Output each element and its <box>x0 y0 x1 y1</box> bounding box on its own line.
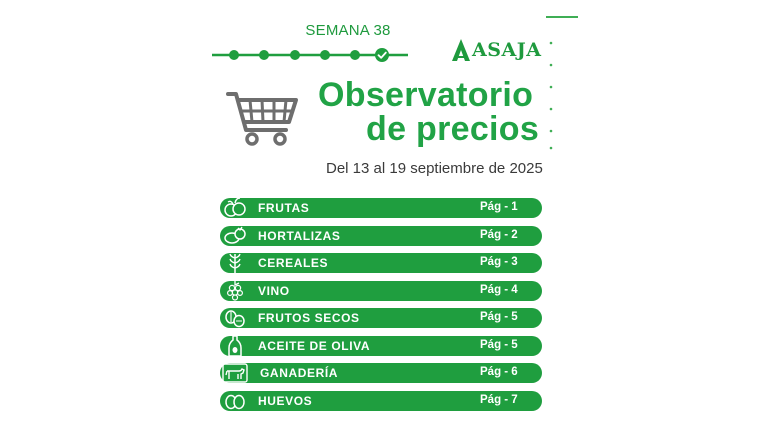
section-page: Pág - 6 <box>480 366 518 378</box>
section-page: Pág - 3 <box>480 256 518 268</box>
section-page: Pág - 4 <box>480 283 518 296</box>
section-label: HUEVOS <box>258 393 313 408</box>
section-label: VINO <box>258 283 290 298</box>
fruits-icon <box>224 197 246 217</box>
section-page: Pág - 5 <box>480 338 518 351</box>
section-ganaderia[interactable]: GANADERÍA Pág - 6 <box>220 363 542 383</box>
section-label: FRUTAS <box>258 201 310 215</box>
wheat-icon <box>229 253 241 274</box>
title-line-2: de precios <box>366 110 540 148</box>
decorative-dots <box>549 41 553 150</box>
section-page: Pág - 5 <box>480 311 518 323</box>
section-frutos-secos[interactable]: FRUTOS SECOS Pág - 5 <box>220 308 542 328</box>
section-label: GANADERÍA <box>260 366 339 380</box>
top-divider <box>546 16 578 18</box>
section-huevos[interactable]: HUEVOS Pág - 7 <box>220 390 542 411</box>
cow-icon <box>222 363 248 383</box>
section-frutas[interactable]: FRUTAS Pág - 1 <box>220 197 542 218</box>
week-label: SEMANA 38 <box>305 22 391 39</box>
olive-oil-icon <box>228 334 242 357</box>
section-aceite-de-oliva[interactable]: ACEITE DE OLIVA Pág - 5 <box>220 334 542 357</box>
section-hortalizas[interactable]: HORTALIZAS Pág - 2 <box>220 225 542 246</box>
section-vino[interactable]: VINO Pág - 4 <box>220 280 542 301</box>
asaja-logo-mark <box>452 39 470 61</box>
week-progress <box>212 48 408 62</box>
date-range: Del 13 al 19 septiembre de 2025 <box>326 160 543 177</box>
logo-text: ASAJA <box>472 39 542 61</box>
section-page: Pág - 1 <box>480 201 518 213</box>
section-label: ACEITE DE OLIVA <box>258 338 371 353</box>
eggs-icon <box>225 394 245 409</box>
vegetables-icon <box>224 226 246 244</box>
shopping-cart-icon <box>226 92 298 146</box>
asaja-logo: ASAJA <box>452 37 542 63</box>
section-page: Pág - 2 <box>480 228 518 241</box>
grapes-icon <box>226 280 244 301</box>
section-cereales[interactable]: CEREALES Pág - 3 <box>220 253 542 274</box>
sections-list: FRUTAS Pág - 1 HORTALIZAS Pág - 2 CEREAL… <box>220 197 542 418</box>
nuts-icon <box>225 310 245 328</box>
section-label: CEREALES <box>258 256 329 270</box>
title-line-1: Observatorio <box>318 76 534 114</box>
section-page: Pág - 7 <box>480 393 518 406</box>
section-label: HORTALIZAS <box>258 228 341 243</box>
section-label: FRUTOS SECOS <box>258 311 360 325</box>
